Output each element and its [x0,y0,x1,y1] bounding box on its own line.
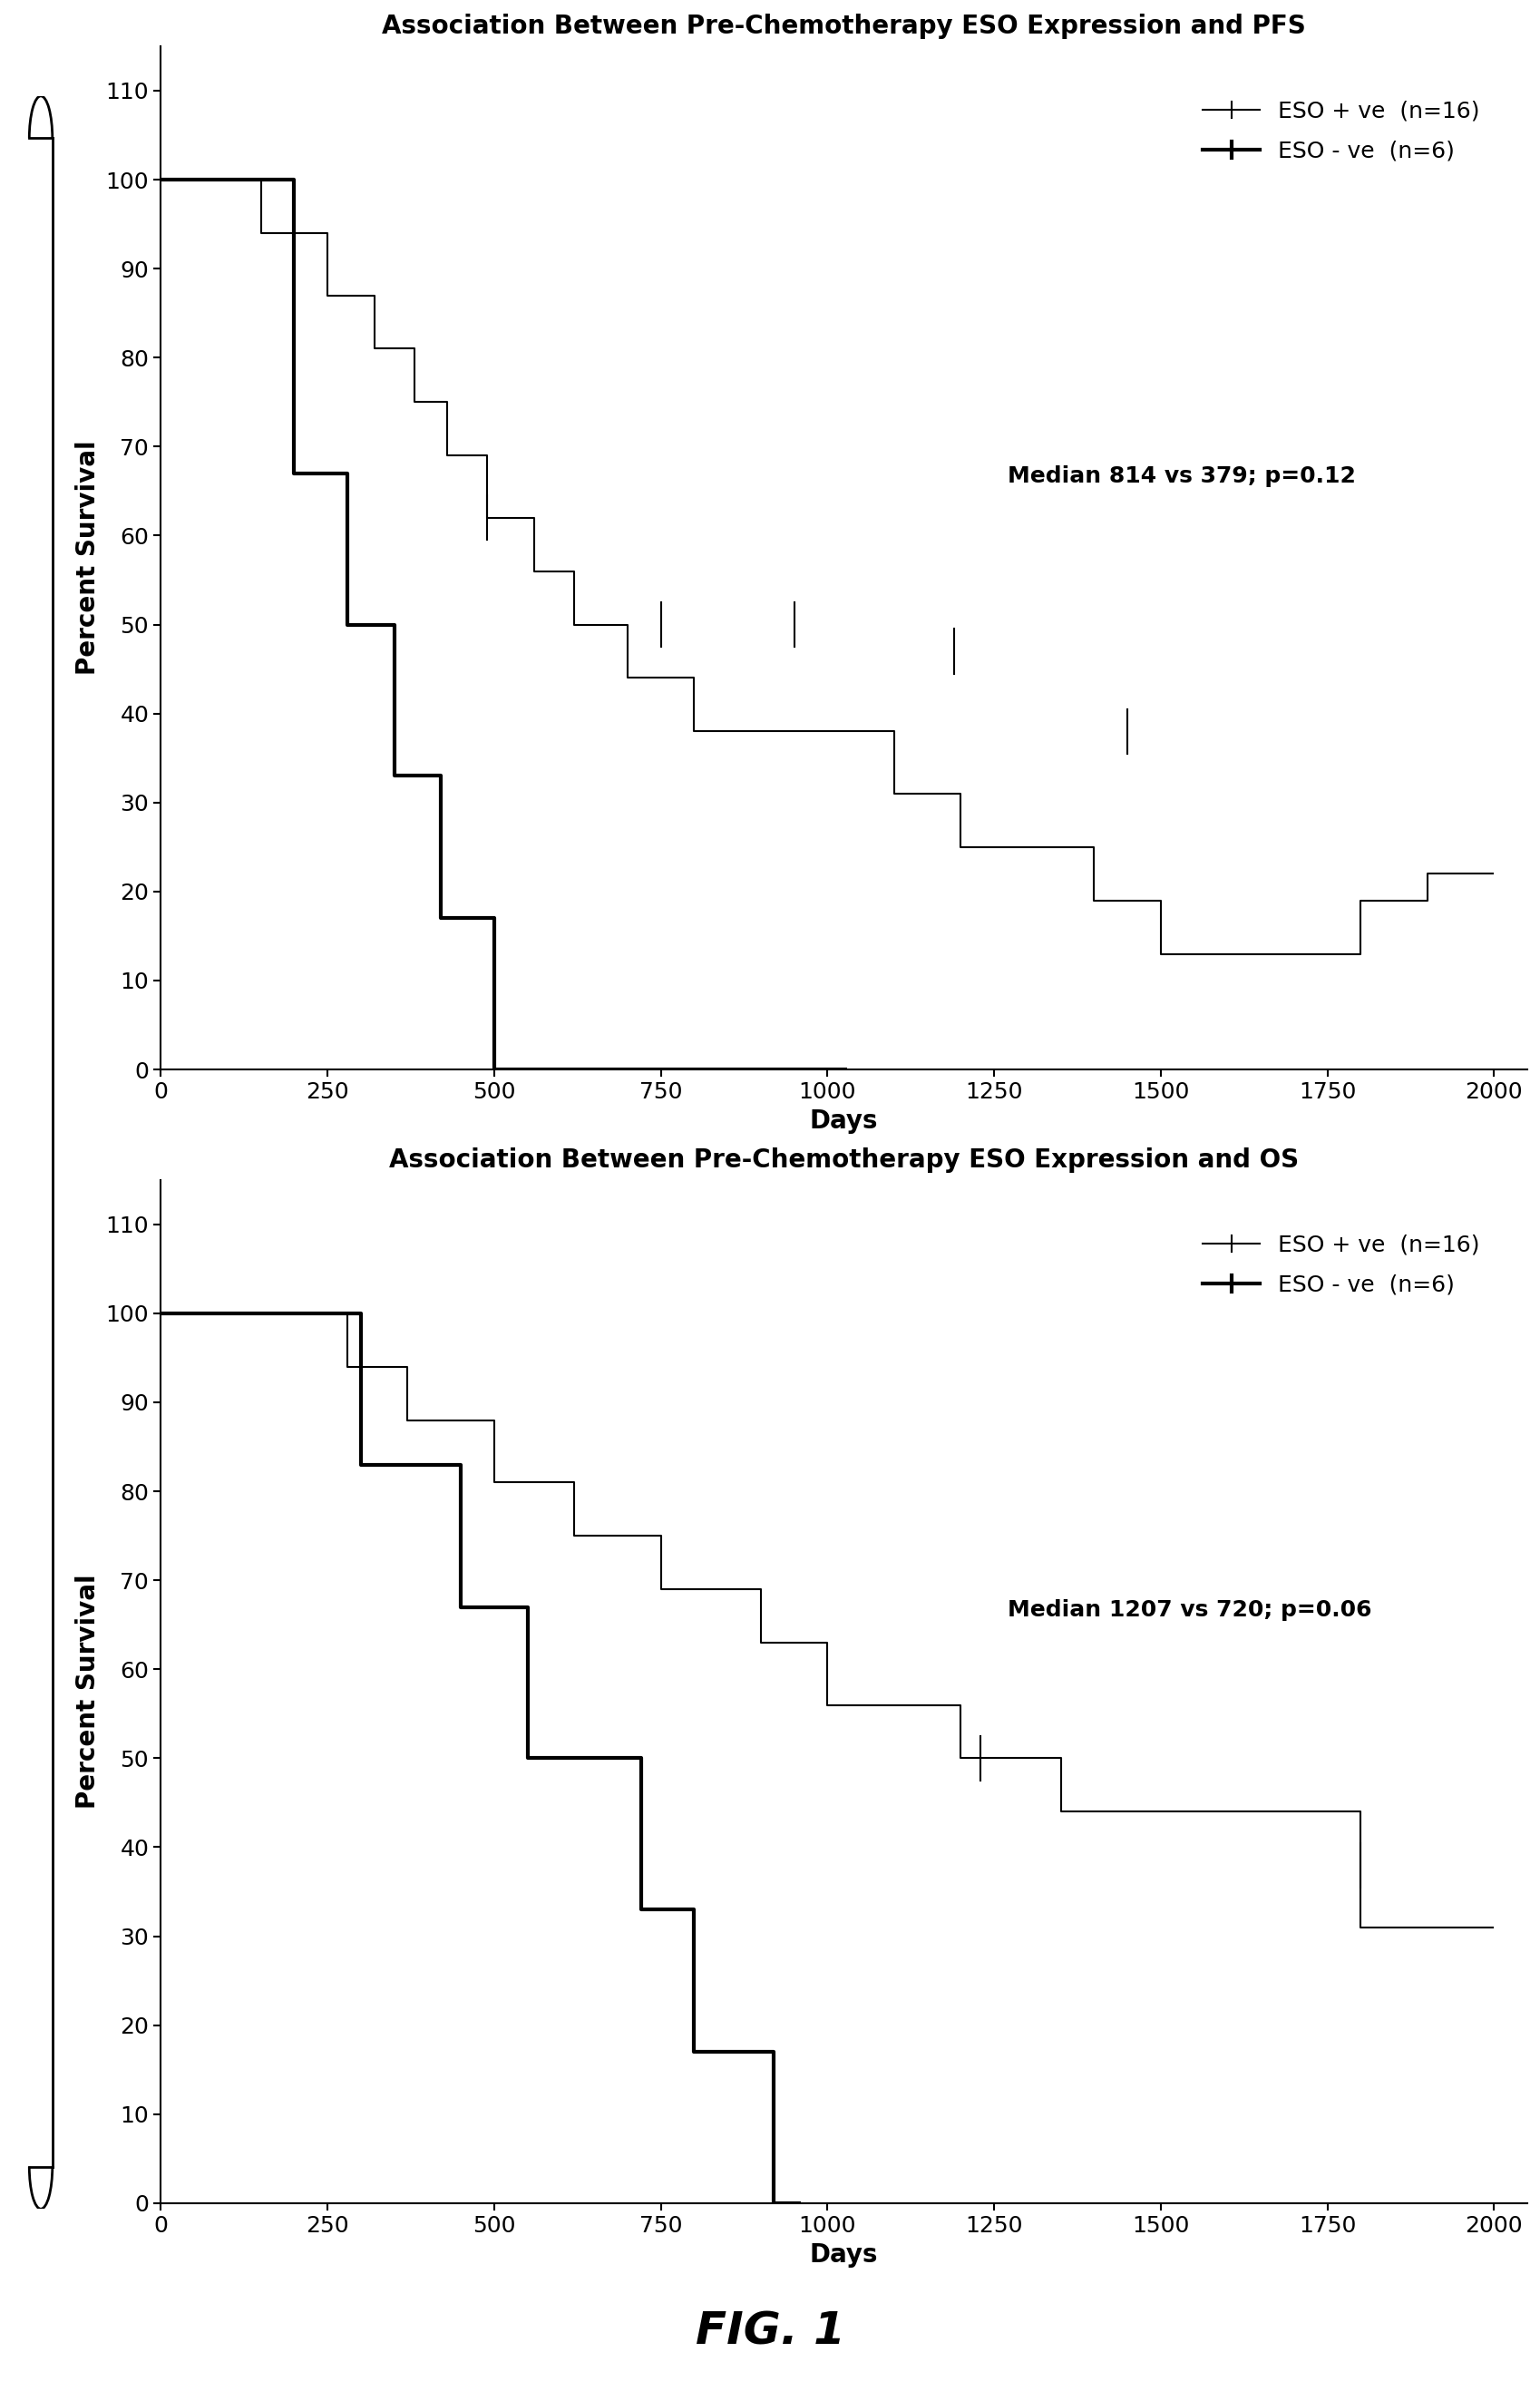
X-axis label: Days: Days [810,1109,878,1133]
X-axis label: Days: Days [810,2243,878,2267]
Text: Median 1207 vs 720; p=0.06: Median 1207 vs 720; p=0.06 [1007,1599,1372,1621]
Text: FIG. 1: FIG. 1 [695,2310,845,2353]
Y-axis label: Percent Survival: Percent Survival [75,1575,100,1808]
Legend: ESO + ve  (n=16), ESO - ve  (n=6): ESO + ve (n=16), ESO - ve (n=6) [1180,1213,1502,1318]
Legend: ESO + ve  (n=16), ESO - ve  (n=6): ESO + ve (n=16), ESO - ve (n=6) [1180,77,1502,185]
Text: Median 814 vs 379; p=0.12: Median 814 vs 379; p=0.12 [1007,466,1355,487]
Title: Association Between Pre-Chemotherapy ESO Expression and PFS: Association Between Pre-Chemotherapy ESO… [382,14,1306,38]
Title: Association Between Pre-Chemotherapy ESO Expression and OS: Association Between Pre-Chemotherapy ESO… [390,1148,1298,1172]
Y-axis label: Percent Survival: Percent Survival [75,439,100,675]
